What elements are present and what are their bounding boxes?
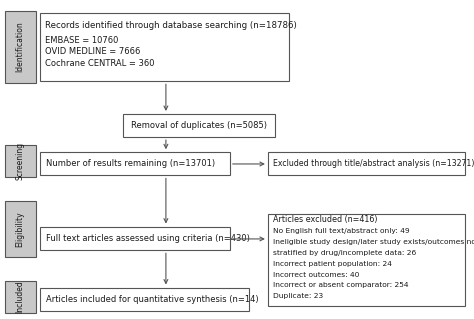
Text: Incorrect patient population: 24: Incorrect patient population: 24 (273, 261, 392, 267)
Bar (5, 11, 36, 83)
Text: Incorrect outcomes: 40: Incorrect outcomes: 40 (273, 272, 360, 278)
Text: Removal of duplicates (n=5085): Removal of duplicates (n=5085) (131, 121, 267, 130)
Text: Cochrane CENTRAL = 360: Cochrane CENTRAL = 360 (45, 59, 155, 68)
Text: Excluded through title/abstract analysis (n=13271): Excluded through title/abstract analysis… (273, 160, 474, 168)
Text: Ineligible study design/later study exists/outcomes not: Ineligible study design/later study exis… (273, 239, 474, 245)
Text: Records identified through database searching (n=18786): Records identified through database sear… (45, 21, 297, 30)
Bar (268, 152, 465, 175)
Text: Included: Included (16, 280, 25, 313)
Text: Identification: Identification (16, 22, 25, 72)
Text: OVID MEDLINE = 7666: OVID MEDLINE = 7666 (45, 47, 140, 56)
Text: Duplicate: 23: Duplicate: 23 (273, 293, 324, 299)
Text: Screening: Screening (16, 142, 25, 180)
Text: Incorrect or absent comparator: 254: Incorrect or absent comparator: 254 (273, 282, 409, 288)
Bar (268, 214, 465, 306)
Bar (40, 288, 249, 311)
Text: Articles excluded (n=416): Articles excluded (n=416) (273, 215, 378, 224)
Bar (5, 145, 36, 177)
Text: No English full text/abstract only: 49: No English full text/abstract only: 49 (273, 228, 410, 234)
Text: EMBASE = 10760: EMBASE = 10760 (45, 36, 118, 45)
Text: Articles included for quantitative synthesis (n=14): Articles included for quantitative synth… (46, 295, 259, 304)
Bar (40, 13, 289, 81)
Bar (40, 152, 230, 175)
Bar (5, 201, 36, 257)
Text: Full text articles assessed using criteria (n=430): Full text articles assessed using criter… (46, 234, 250, 243)
Bar (5, 281, 36, 313)
Text: stratified by drug/incomplete data: 26: stratified by drug/incomplete data: 26 (273, 250, 417, 256)
Text: Number of results remaining (n=13701): Number of results remaining (n=13701) (46, 160, 215, 168)
Bar (123, 114, 275, 137)
Bar (40, 227, 230, 250)
Text: Eligibility: Eligibility (16, 211, 25, 247)
